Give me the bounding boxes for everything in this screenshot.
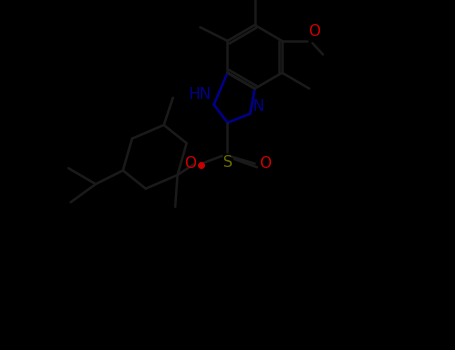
Text: O: O	[259, 156, 271, 171]
Text: S: S	[222, 155, 233, 169]
Text: HN: HN	[189, 87, 212, 102]
Text: O: O	[308, 24, 320, 38]
Text: N: N	[253, 99, 264, 114]
Text: O: O	[184, 156, 196, 171]
